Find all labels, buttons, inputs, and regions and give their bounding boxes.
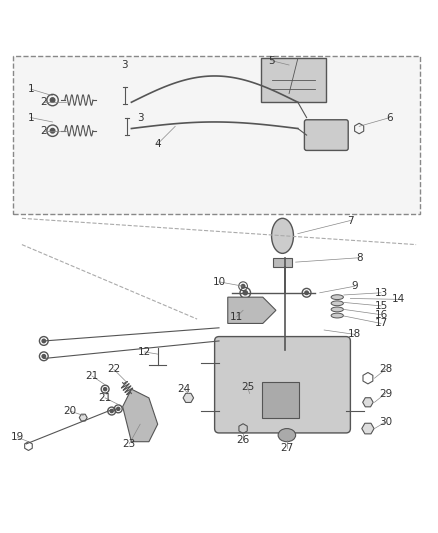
Text: 29: 29 <box>379 389 392 399</box>
Text: 15: 15 <box>374 301 388 311</box>
Text: 20: 20 <box>64 406 77 416</box>
Polygon shape <box>183 393 194 402</box>
Text: 19: 19 <box>11 432 24 442</box>
Text: 21: 21 <box>85 371 99 381</box>
Polygon shape <box>362 423 374 434</box>
Ellipse shape <box>272 219 293 253</box>
Text: 3: 3 <box>121 60 128 70</box>
Ellipse shape <box>331 313 343 318</box>
Polygon shape <box>79 414 87 421</box>
Text: 18: 18 <box>348 329 361 340</box>
Text: 21: 21 <box>99 393 112 403</box>
Circle shape <box>50 98 55 102</box>
Circle shape <box>305 291 308 295</box>
Text: 17: 17 <box>374 318 388 328</box>
Text: 2: 2 <box>40 126 47 136</box>
Circle shape <box>110 409 113 413</box>
Text: 8: 8 <box>356 253 363 263</box>
Text: 9: 9 <box>351 281 358 291</box>
Text: 7: 7 <box>347 215 354 225</box>
FancyBboxPatch shape <box>304 120 348 150</box>
Text: 5: 5 <box>268 55 275 66</box>
Text: 13: 13 <box>374 288 388 298</box>
Polygon shape <box>363 398 373 407</box>
FancyBboxPatch shape <box>261 59 326 102</box>
Text: 1: 1 <box>27 112 34 123</box>
Text: 3: 3 <box>137 112 144 123</box>
FancyBboxPatch shape <box>215 336 350 433</box>
Text: 10: 10 <box>212 277 226 287</box>
Ellipse shape <box>331 301 343 306</box>
Circle shape <box>103 387 107 391</box>
Circle shape <box>241 285 245 288</box>
Polygon shape <box>228 297 276 324</box>
FancyBboxPatch shape <box>262 382 299 418</box>
Text: 1: 1 <box>27 84 34 94</box>
Ellipse shape <box>331 295 343 300</box>
Text: 16: 16 <box>374 310 388 320</box>
Text: 11: 11 <box>230 312 243 322</box>
Text: 14: 14 <box>392 294 405 304</box>
Text: 6: 6 <box>386 112 393 123</box>
Ellipse shape <box>278 429 296 442</box>
Text: 23: 23 <box>123 439 136 449</box>
Text: 2: 2 <box>40 97 47 107</box>
Text: 25: 25 <box>241 382 254 392</box>
Text: 28: 28 <box>379 365 392 374</box>
Circle shape <box>42 354 46 358</box>
Text: 30: 30 <box>379 417 392 427</box>
Text: 27: 27 <box>280 443 293 453</box>
Text: 26: 26 <box>237 434 250 445</box>
Circle shape <box>42 339 46 343</box>
Text: 22: 22 <box>107 365 120 374</box>
Text: 12: 12 <box>138 347 151 357</box>
FancyBboxPatch shape <box>273 258 292 268</box>
Ellipse shape <box>331 307 343 312</box>
FancyBboxPatch shape <box>13 56 420 214</box>
Text: 4: 4 <box>154 139 161 149</box>
Text: 24: 24 <box>177 384 191 394</box>
Circle shape <box>243 290 247 295</box>
Polygon shape <box>123 389 158 442</box>
Circle shape <box>50 128 55 133</box>
Circle shape <box>117 407 120 410</box>
